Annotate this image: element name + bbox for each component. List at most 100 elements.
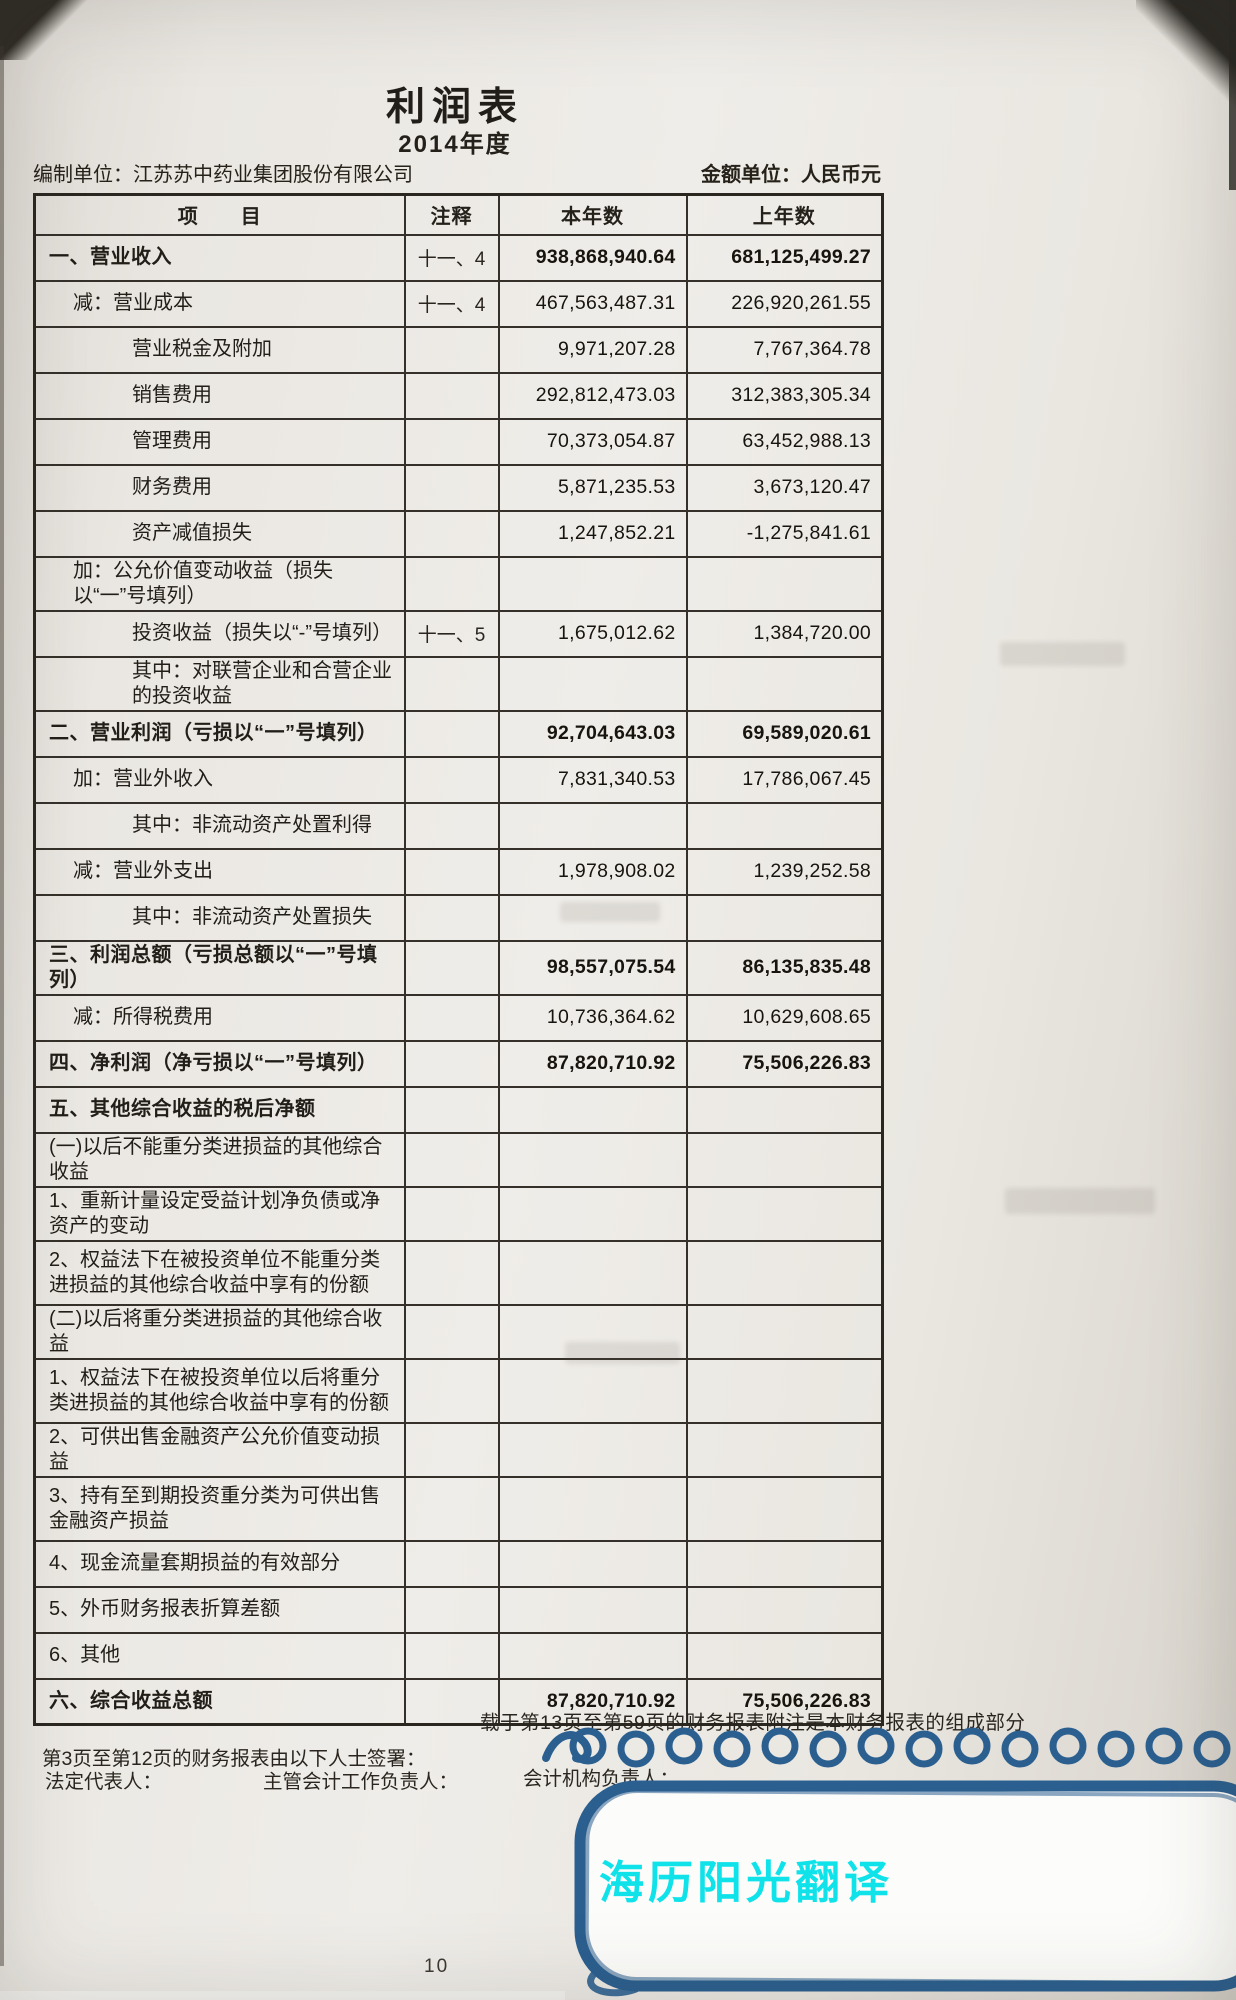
scribble-loop bbox=[809, 1730, 847, 1768]
cell-prior bbox=[685, 1185, 884, 1242]
cell-prior: 681,125,499.27 bbox=[685, 233, 884, 282]
cell-item: (一)以后不能重分类进损益的其他综合收益 bbox=[33, 1131, 406, 1188]
cell-note bbox=[403, 1421, 500, 1478]
cell-item: 二、营业利润（亏损以“一”号填列） bbox=[33, 709, 406, 758]
cell-prior: 63,452,988.13 bbox=[685, 417, 884, 466]
cell-current bbox=[497, 1185, 688, 1242]
cell-note bbox=[403, 1357, 500, 1424]
scribble-loop bbox=[857, 1727, 895, 1765]
cell-note bbox=[403, 1475, 500, 1542]
table-row: 其中：非流动资产处置损失 bbox=[33, 893, 884, 942]
cell-item: 其中：非流动资产处置利得 bbox=[33, 801, 406, 850]
cell-current bbox=[497, 1475, 688, 1542]
cell-item: 1、权益法下在被投资单位以后将重分类进损益的其他综合收益中享有的份额 bbox=[33, 1357, 406, 1424]
scan-corner-artifact bbox=[0, 0, 110, 60]
scribble-swash bbox=[542, 1731, 592, 1763]
cell-current bbox=[497, 555, 688, 612]
cell-item: 财务费用 bbox=[33, 463, 406, 512]
chief-accountant-label: 主管会计工作负责人： bbox=[263, 1771, 459, 1793]
cell-note bbox=[403, 1539, 500, 1588]
speech-bubble bbox=[574, 1780, 1236, 1992]
prepared-by: 编制单位：江苏苏中药业集团股份有限公司 bbox=[33, 164, 413, 186]
table-row: 二、营业利润（亏损以“一”号填列） 92,704,643.03 69,589,020… bbox=[33, 709, 884, 758]
scribble-loop bbox=[713, 1730, 751, 1768]
cell-note bbox=[403, 655, 500, 712]
cell-prior: 1,384,720.00 bbox=[685, 609, 884, 658]
table-row: 减：所得税费用 10,736,364.62 10,629,608.65 bbox=[33, 993, 884, 1042]
cell-prior: 10,629,608.65 bbox=[685, 993, 884, 1042]
table-row: 减：营业外支出 1,978,908.02 1,239,252.58 bbox=[33, 847, 884, 896]
table-row: 财务费用 5,871,235.53 3,673,120.47 bbox=[33, 463, 884, 512]
header-item: 项 目 bbox=[33, 193, 406, 236]
cell-note bbox=[403, 801, 500, 850]
table-row: 加：营业外收入 7,831,340.53 17,786,067.45 bbox=[33, 755, 884, 804]
scribble-loop bbox=[665, 1727, 703, 1765]
statement-meta-row: 编制单位：江苏苏中药业集团股份有限公司 金额单位：人民币元 bbox=[33, 158, 881, 187]
cell-item: 销售费用 bbox=[33, 371, 406, 420]
cell-prior bbox=[685, 1085, 884, 1134]
scan-edge-artifact bbox=[1229, 0, 1236, 190]
cell-prior: 3,673,120.47 bbox=[685, 463, 884, 512]
bleed-through-smudge bbox=[1005, 1188, 1155, 1214]
scribble-loop bbox=[1097, 1730, 1135, 1768]
cell-note bbox=[403, 417, 500, 466]
table-row: 管理费用 70,373,054.87 63,452,988.13 bbox=[33, 417, 884, 466]
fiscal-year: 2014年度 bbox=[398, 131, 512, 158]
cell-note: 十一、4 bbox=[403, 233, 500, 282]
signing-statement-line: 第3页至第12页的财务报表由以下人士签署： bbox=[42, 1748, 426, 1770]
table-row: 减：营业成本 十一、4 467,563,487.31 226,920,261.55 bbox=[33, 279, 884, 328]
cell-item: 加：营业外收入 bbox=[33, 755, 406, 804]
cell-note bbox=[403, 755, 500, 804]
table-row: 4、现金流量套期损益的有效部分 bbox=[33, 1539, 884, 1588]
cell-prior bbox=[685, 1585, 884, 1634]
header-current-year: 本年数 bbox=[497, 193, 688, 236]
header-prior-year: 上年数 bbox=[685, 193, 884, 236]
cell-current bbox=[497, 1421, 688, 1478]
cell-note bbox=[403, 371, 500, 420]
cell-prior bbox=[685, 1239, 884, 1306]
table-row: 加：公允价值变动收益（损失以“一”号填列） bbox=[33, 555, 884, 612]
cell-item: 2、权益法下在被投资单位不能重分类进损益的其他综合收益中享有的份额 bbox=[33, 1239, 406, 1306]
bubble-corner-flourish bbox=[587, 1970, 640, 1997]
cell-note bbox=[403, 1239, 500, 1306]
cell-note bbox=[403, 709, 500, 758]
cell-current: 70,373,054.87 bbox=[497, 417, 688, 466]
cell-current bbox=[497, 893, 688, 942]
cell-note bbox=[403, 555, 500, 612]
scribble-loop bbox=[761, 1727, 799, 1765]
bleed-through-smudge bbox=[1000, 642, 1125, 666]
cell-item: 一、营业收入 bbox=[33, 233, 406, 282]
cell-prior: 7,767,364.78 bbox=[685, 325, 884, 374]
cell-current bbox=[497, 1585, 688, 1634]
cell-prior: 69,589,020.61 bbox=[685, 709, 884, 758]
cell-note bbox=[403, 993, 500, 1042]
cell-item: 减：所得税费用 bbox=[33, 993, 406, 1042]
translation-watermark-stamp: 海历阳光翻译 bbox=[542, 1727, 1236, 1997]
table-row: (二)以后将重分类进损益的其他综合收益 bbox=[33, 1303, 884, 1360]
watermark-text: 海历阳光翻译 bbox=[599, 1857, 893, 1908]
cell-current bbox=[497, 1085, 688, 1134]
table-header-row: 项 目 注释 本年数 上年数 bbox=[33, 193, 884, 236]
table-row: 6、其他 bbox=[33, 1631, 884, 1680]
table-body: 一、营业收入 十一、4 938,868,940.64 681,125,499.27 减：… bbox=[33, 233, 884, 1726]
cell-current bbox=[497, 801, 688, 850]
cell-prior bbox=[685, 1303, 884, 1360]
cell-note bbox=[403, 1303, 500, 1360]
scribble-loop bbox=[1001, 1730, 1039, 1768]
bleed-through-smudge bbox=[565, 1342, 680, 1364]
page-number: 10 bbox=[424, 1956, 450, 1977]
table-row: 一、营业收入 十一、4 938,868,940.64 681,125,499.27 bbox=[33, 233, 884, 282]
cell-item: 1、重新计量设定受益计划净负债或净资产的变动 bbox=[33, 1185, 406, 1242]
bleed-through-smudge bbox=[560, 902, 660, 922]
scribble-loop bbox=[905, 1730, 943, 1768]
cell-item: 四、净利润（净亏损以“一”号填列） bbox=[33, 1039, 406, 1088]
income-statement-table: 项 目 注释 本年数 上年数 一、营业收入 十一、4 938,868,940.64 6… bbox=[33, 193, 884, 1726]
cell-item: 六、综合收益总额 bbox=[33, 1677, 406, 1726]
table-row: 四、净利润（净亏损以“一”号填列） 87,820,710.92 75,506,226… bbox=[33, 1039, 884, 1088]
cell-current: 98,557,075.54 bbox=[497, 939, 688, 996]
cell-item: 减：营业外支出 bbox=[33, 847, 406, 896]
cell-note bbox=[403, 1085, 500, 1134]
cell-item: 其中：对联营企业和合营企业的投资收益 bbox=[33, 655, 406, 712]
table-row: 其中：对联营企业和合营企业的投资收益 bbox=[33, 655, 884, 712]
